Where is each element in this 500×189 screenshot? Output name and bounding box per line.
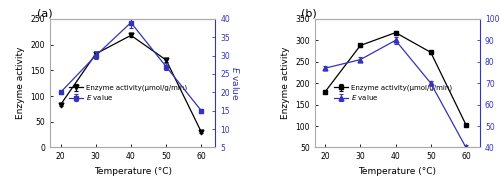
- X-axis label: Temperature (°C): Temperature (°C): [358, 167, 436, 176]
- Y-axis label: Enzyme activity: Enzyme activity: [16, 47, 25, 119]
- Legend: Enzyme activity(μmol/g/min), $E$ value: Enzyme activity(μmol/g/min), $E$ value: [332, 82, 454, 105]
- Legend: Enzyme activity(μmol/g/min), $E$ value: Enzyme activity(μmol/g/min), $E$ value: [66, 82, 190, 105]
- Y-axis label: $E$ value: $E$ value: [230, 66, 241, 101]
- X-axis label: Temperature (°C): Temperature (°C): [94, 167, 172, 176]
- Y-axis label: Enzyme activity: Enzyme activity: [280, 47, 289, 119]
- Text: (a): (a): [37, 9, 52, 19]
- Text: (b): (b): [302, 9, 317, 19]
